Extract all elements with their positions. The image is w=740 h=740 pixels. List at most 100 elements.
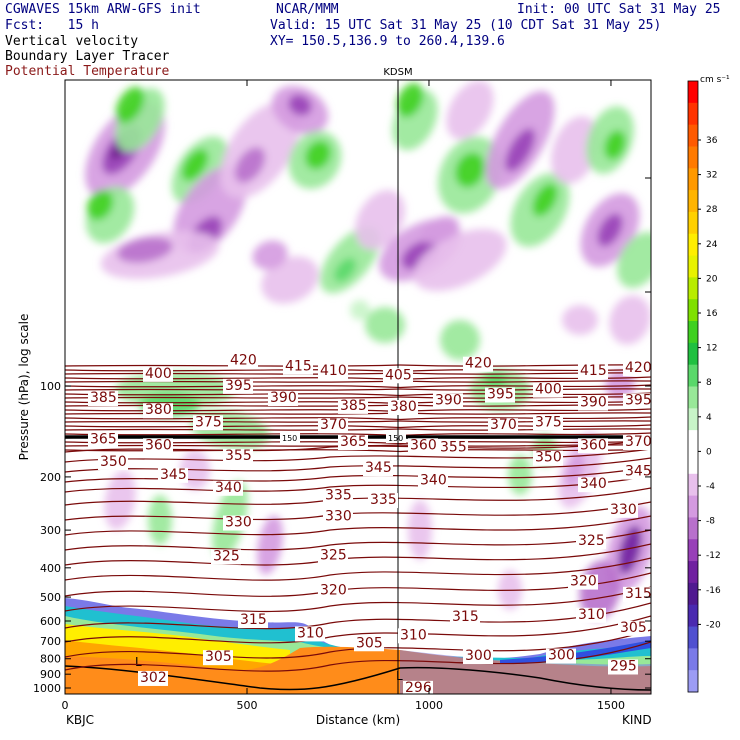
theta-contour-line: [65, 444, 651, 447]
colorbar-label: 12: [706, 344, 717, 354]
colorbar-swatch: [688, 582, 698, 606]
field-label-vertical-velocity: Vertical velocity: [5, 34, 139, 49]
theta-label-bg: [323, 509, 353, 525]
colorbar-swatch: [688, 364, 698, 387]
theta-label: 390: [580, 395, 607, 411]
theta-label-bg: [143, 403, 173, 419]
vv-shading-cell: [551, 116, 599, 184]
theta-label-bg: [98, 454, 128, 470]
colorbar-swatch: [688, 146, 698, 169]
theta-label-bg: [398, 628, 428, 644]
theta-label: 335: [325, 488, 352, 504]
theta-contour-line: [65, 424, 651, 429]
theta-label-bg: [318, 418, 348, 434]
theta-label-bg: [418, 473, 448, 489]
theta-contour-line: [65, 466, 651, 483]
theta-contour-line: [65, 416, 651, 421]
plot-frame: [64, 79, 652, 695]
theta-label-bg: [283, 359, 313, 375]
colorbar-swatch: [688, 386, 698, 409]
theta-contour-line: [65, 420, 651, 423]
y-tick-label: 900: [40, 668, 61, 681]
theta-label-bg: [338, 398, 368, 414]
vv-shading-cell: [104, 470, 136, 530]
theta-label: 360: [580, 437, 607, 453]
theta-label-bg: [485, 387, 515, 403]
vv-shading-cell: [618, 525, 642, 575]
theta-label: 370: [490, 417, 517, 433]
theta-label-bg: [318, 583, 348, 599]
theta-label-bg: [228, 353, 258, 369]
theta-label: 350: [100, 454, 127, 470]
x-tick-label: 500: [236, 699, 257, 712]
theta-label-bg: [576, 607, 606, 623]
theta-label-bg: [203, 650, 233, 666]
theta-contour-line: [65, 572, 651, 597]
y-tick-label: 800: [40, 653, 61, 666]
theta-label: 305: [356, 635, 383, 651]
colorbar: 36 32 28 24 20 16 12 8 4 0 -4 -8 -12 -16 -20: [687, 80, 721, 693]
theta-label: 360: [410, 437, 437, 453]
colorbar-swatch: [688, 495, 698, 518]
theta-label-bg: [213, 480, 243, 496]
colorbar-swatch: [688, 473, 698, 497]
theta-label-bg: [223, 449, 253, 465]
theta-label-bg: [408, 438, 438, 454]
theta-label-bg: [546, 648, 576, 664]
field-label-boundary-layer: Boundary Layer Tracer: [5, 49, 170, 64]
theta-label-bg: [193, 415, 223, 431]
theta-contour-line: [65, 440, 651, 445]
y-tick-label: 300: [40, 524, 61, 537]
theta-contour-line: [65, 529, 651, 551]
colorbar-swatch: [688, 81, 698, 104]
theta-label: 305: [205, 649, 232, 665]
tropopause-label-bg: [280, 431, 300, 443]
theta-label-bg: [578, 477, 608, 493]
colorbar-swatch: [688, 604, 698, 628]
theta-label: 375: [535, 414, 562, 430]
y-tick-label: 600: [40, 615, 61, 628]
theta-label: 295: [610, 658, 637, 674]
theta-contour-line: [65, 475, 651, 493]
colorbar-label: -8: [706, 517, 715, 527]
colorbar-label: -16: [706, 586, 721, 596]
colorbar-label: 0: [706, 447, 712, 457]
theta-label-bg: [578, 364, 608, 380]
vv-shading-cell: [355, 190, 405, 250]
theta-label-bg: [433, 393, 463, 409]
colorbar-swatch: [688, 277, 698, 300]
colorbar-label: -4: [706, 482, 715, 492]
colorbar-swatch: [688, 233, 698, 257]
theta-label-bg: [578, 438, 608, 454]
theta-label: 325: [213, 548, 240, 564]
colorbar-swatch: [688, 408, 698, 431]
y-tick-label: 400: [40, 562, 61, 575]
theta-label-bg: [238, 613, 268, 629]
theta-label: 380: [390, 399, 417, 415]
theta-label-bg: [623, 434, 651, 450]
theta-label: 315: [240, 612, 267, 628]
x-tick-label: 0: [62, 699, 69, 712]
theta-label: 325: [578, 533, 605, 549]
colorbar-label: 24: [706, 240, 718, 250]
vv-shading-cell: [261, 256, 319, 304]
bl-tracer-east-band: [500, 640, 651, 664]
low-marker-mid: L: [396, 669, 403, 683]
colorbar-unit: cm s⁻¹: [700, 75, 730, 85]
vv-shading-cell: [86, 189, 114, 221]
colorbar-swatch: [688, 190, 698, 213]
theta-label-bg: [463, 356, 493, 372]
theta-label-bg: [463, 649, 493, 665]
theta-label-bg: [158, 467, 188, 483]
theta-label: 340: [580, 476, 607, 492]
vv-shading-cell: [455, 152, 485, 188]
theta-label-bg: [318, 364, 348, 380]
theta-contour-line: [65, 586, 651, 613]
vv-shading-cell: [252, 240, 288, 270]
theta-label-bg: [368, 493, 398, 509]
theta-label-bg: [533, 450, 563, 466]
theta-label: 420: [625, 360, 652, 376]
plot-area: LL 150150150 420415410405420415420400395…: [65, 80, 652, 694]
station-label-kdsm: KDSM: [383, 67, 412, 78]
